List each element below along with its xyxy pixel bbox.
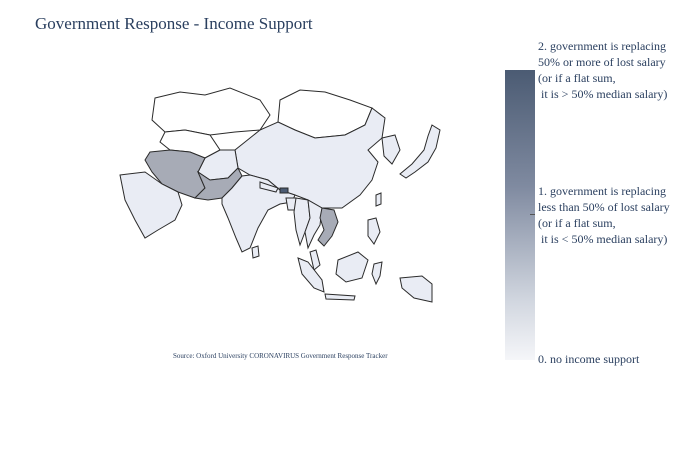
map-region-kazakhstan[interactable] (151, 87, 271, 136)
asia-choropleth-map (119, 87, 441, 303)
map-region-arabian-peninsula[interactable] (119, 171, 183, 239)
map-region-nepal[interactable] (259, 181, 279, 193)
map-region-sri-lanka[interactable] (251, 245, 260, 259)
map-region-india[interactable] (221, 174, 296, 253)
source-caption: Source: Oxford University CORONAVIRUS Go… (173, 352, 388, 360)
colorbar-tick-1 (530, 214, 535, 215)
map-region-sulawesi[interactable] (371, 261, 383, 286)
map-region-vietnam[interactable] (317, 207, 339, 247)
map-region-sumatra[interactable] (297, 257, 325, 293)
map-region-new-guinea[interactable] (399, 275, 433, 303)
map-region-japan[interactable] (399, 124, 441, 179)
map-region-korea[interactable] (381, 134, 401, 165)
colorbar-label-level-0: 0. no income support (538, 352, 640, 366)
chart-title: Government Response - Income Support (35, 14, 313, 33)
colorbar-label-level-2: 2. government is replacing 50% or more o… (538, 39, 668, 101)
map-region-borneo[interactable] (335, 251, 369, 283)
map-region-china[interactable] (234, 107, 386, 209)
colorbar (505, 70, 535, 360)
map-region-java[interactable] (324, 293, 356, 301)
map-region-malaysia[interactable] (309, 249, 321, 271)
map-region-philippines[interactable] (367, 217, 381, 245)
map-region-taiwan[interactable] (375, 192, 382, 207)
colorbar-label-level-1: 1. government is replacing less than 50%… (538, 184, 670, 246)
map-region-bhutan[interactable] (279, 187, 289, 194)
